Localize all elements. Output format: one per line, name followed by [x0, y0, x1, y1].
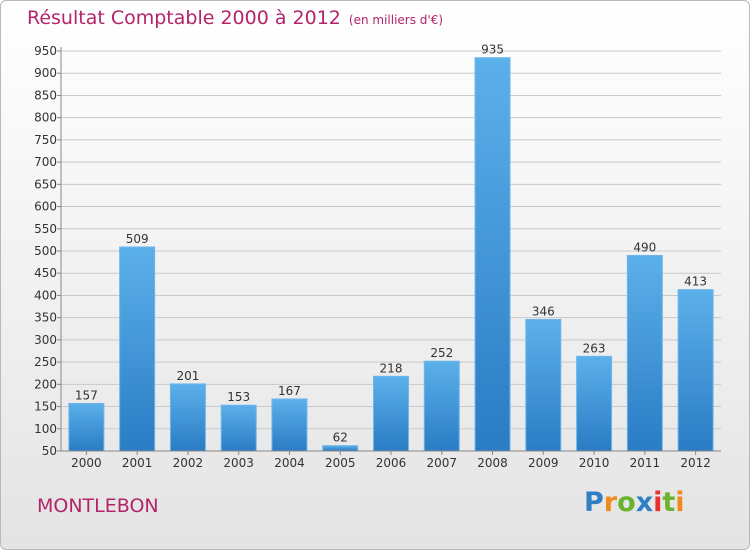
value-label: 201: [176, 369, 199, 383]
place-name: MONTLEBON: [37, 495, 159, 517]
logo-letter: P: [584, 487, 604, 518]
y-tick-label: 450: [34, 266, 57, 280]
bar-2002: [169, 383, 206, 452]
value-label: 490: [633, 240, 656, 254]
bar-2009: [525, 318, 562, 452]
value-label: 167: [278, 384, 301, 398]
proxiti-logo: Proxiti: [584, 487, 685, 518]
bar-2001: [119, 246, 156, 452]
x-tick-label: 2005: [325, 456, 356, 470]
value-label: 346: [532, 304, 555, 318]
y-tick-label: 550: [34, 222, 57, 236]
value-label: 218: [380, 361, 403, 375]
x-tick-label: 2002: [173, 456, 204, 470]
x-tick-label: 2003: [223, 456, 254, 470]
x-tick-label: 2006: [376, 456, 407, 470]
y-tick-label: 50: [42, 444, 57, 458]
value-label: 157: [75, 388, 98, 402]
chart-title: Résultat Comptable 2000 à 2012: [27, 7, 341, 29]
x-tick-label: 2011: [630, 456, 661, 470]
x-tick-label: 2008: [477, 456, 508, 470]
logo-letter: t: [662, 487, 676, 518]
chart-title-block: Résultat Comptable 2000 à 2012 (en millie…: [27, 7, 443, 29]
logo-letter: i: [653, 487, 663, 518]
y-tick-label: 700: [34, 155, 57, 169]
value-label: 263: [583, 341, 606, 355]
x-tick-label: 2007: [426, 456, 457, 470]
chart-subtitle: (en milliers d'€): [348, 13, 444, 27]
bars: [68, 57, 714, 452]
logo-letter: i: [675, 487, 685, 518]
bar-2003: [220, 404, 257, 452]
logo-letter: r: [603, 487, 618, 518]
value-label: 62: [333, 431, 348, 445]
logo-letter: x: [635, 487, 654, 518]
y-tick-label: 900: [34, 66, 57, 80]
value-label: 153: [227, 390, 250, 404]
value-label: 413: [684, 275, 707, 289]
x-tick-label: 2010: [579, 456, 610, 470]
x-tick-label: 2012: [680, 456, 711, 470]
y-tick-label: 300: [34, 333, 57, 347]
value-labels: 157 509 201 153 167 62 218 252 935 346 263 490 413: [75, 43, 707, 445]
y-axis-ticks: 50 100 150 200 250 300 350 400 450 500 550 600 650 70…: [34, 44, 61, 458]
y-tick-label: 150: [34, 400, 57, 414]
y-tick-label: 600: [34, 200, 57, 214]
x-tick-label: 2000: [71, 456, 102, 470]
value-label: 252: [430, 346, 453, 360]
y-tick-label: 650: [34, 177, 57, 191]
x-tick-label: 2004: [274, 456, 305, 470]
y-tick-label: 100: [34, 422, 57, 436]
bar-2010: [576, 355, 613, 452]
bar-2004: [271, 398, 308, 452]
bar-2008: [474, 57, 511, 452]
y-tick-label: 350: [34, 311, 57, 325]
axes: [60, 47, 721, 452]
bar-2012: [677, 289, 714, 452]
y-tick-label: 200: [34, 377, 57, 391]
logo-letter: o: [617, 487, 636, 518]
x-tick-label: 2001: [122, 456, 153, 470]
bar-2000: [68, 402, 105, 452]
x-tick-label: 2009: [528, 456, 559, 470]
y-tick-label: 750: [34, 133, 57, 147]
y-tick-label: 850: [34, 88, 57, 102]
y-tick-label: 250: [34, 355, 57, 369]
value-label: 935: [481, 43, 504, 57]
y-tick-label: 950: [34, 44, 57, 58]
bar-2006: [373, 375, 409, 452]
y-tick-label: 800: [34, 111, 57, 125]
y-tick-label: 400: [34, 288, 57, 302]
value-label: 509: [126, 232, 149, 246]
bar-2011: [626, 254, 663, 452]
bar-2007: [423, 360, 460, 452]
x-axis-ticks: 2000 2001 2002 2003 2004 2005 2006 2007 2008 2009…: [71, 451, 711, 470]
y-tick-label: 500: [34, 244, 57, 258]
bar-2005: [322, 445, 359, 452]
